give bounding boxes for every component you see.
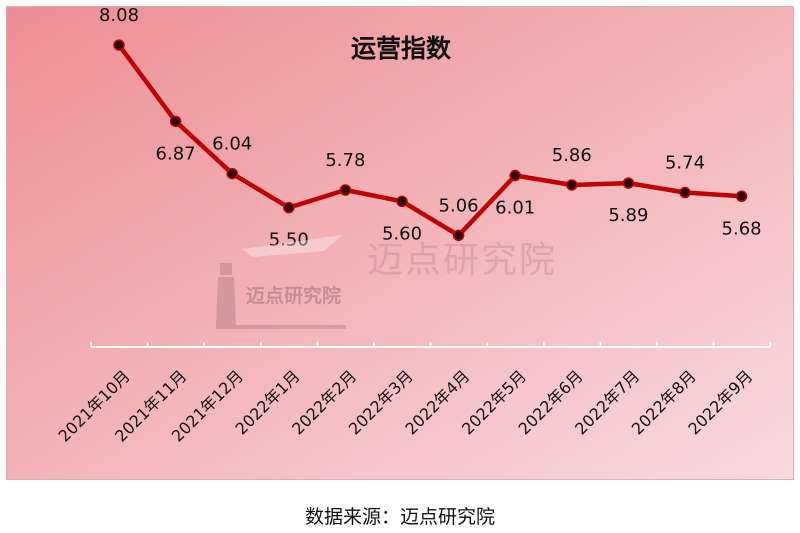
chart-frame: 8.08 6.87 6.04 5.50 5.78 5.60 5.06 6.01 5.86 5.89… <box>6 6 794 480</box>
data-point <box>679 186 691 199</box>
data-point <box>169 115 182 128</box>
data-point <box>509 169 521 182</box>
data-label: 6.04 <box>212 134 252 155</box>
data-point <box>566 179 578 191</box>
chart-title: 运营指数 <box>350 34 451 63</box>
source-caption: 数据来源：迈点研究院 <box>304 506 495 528</box>
data-label: 5.86 <box>552 145 592 166</box>
data-label: 5.60 <box>382 223 422 244</box>
watermark: 迈点研究院 迈点研究院 <box>212 229 612 339</box>
data-point <box>226 167 238 180</box>
chart-background <box>7 7 793 479</box>
data-label: 5.78 <box>325 150 365 171</box>
line-chart: 8.08 6.87 6.04 5.50 5.78 5.60 5.06 6.01 5.86 5.89… <box>7 7 793 479</box>
data-label: 5.06 <box>439 195 479 216</box>
data-label: 6.87 <box>156 143 196 164</box>
watermark-lighthouse-icon <box>216 235 346 329</box>
data-label: 5.50 <box>269 230 309 251</box>
data-label: 5.68 <box>722 218 762 239</box>
data-point <box>622 177 635 189</box>
data-point <box>452 229 465 242</box>
data-label: 5.89 <box>608 205 648 226</box>
data-point <box>339 184 352 196</box>
watermark-text-large: 迈点研究院 <box>367 240 558 281</box>
series-line <box>117 43 742 238</box>
data-label: 6.01 <box>495 198 535 219</box>
data-point <box>396 195 408 208</box>
watermark-text-small: 迈点研究院 <box>246 285 342 307</box>
data-point <box>735 190 748 203</box>
data-label: 8.08 <box>99 7 139 26</box>
data-label: 5.74 <box>665 153 705 174</box>
data-point <box>113 39 125 51</box>
data-point <box>283 201 295 214</box>
